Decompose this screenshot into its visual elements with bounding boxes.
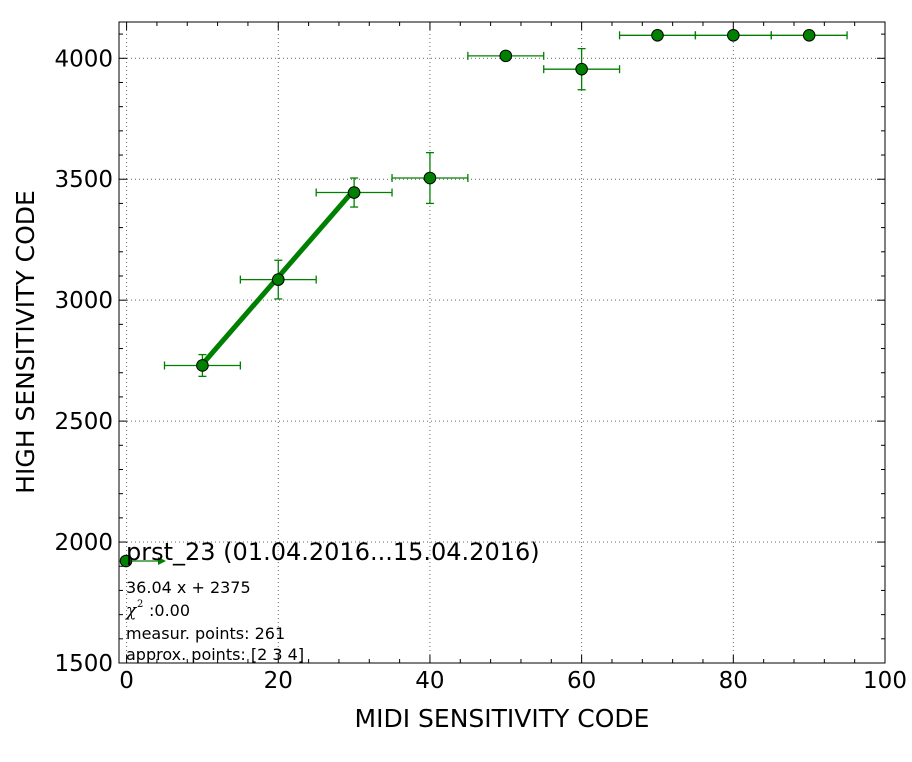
legend-arrow-head bbox=[158, 557, 166, 565]
data-point bbox=[423, 171, 437, 185]
legend-marker bbox=[119, 554, 133, 568]
y-tick-label: 1500 bbox=[54, 651, 113, 677]
data-point bbox=[196, 359, 209, 372]
point-layer bbox=[196, 29, 816, 372]
y-tick-label: 3000 bbox=[54, 288, 113, 314]
data-point bbox=[575, 62, 588, 76]
legend-chi-symbol: χ bbox=[125, 601, 138, 621]
plot-frame bbox=[118, 21, 886, 664]
legend: prst_23 (01.04.2016...15.04.2016) 36.04 … bbox=[119, 538, 540, 664]
legend-approx-points: approx. points: [2 3 4] bbox=[126, 645, 304, 664]
data-point bbox=[727, 29, 740, 42]
legend-fit-equation: 36.04 x + 2375 bbox=[126, 578, 251, 597]
x-tick-label: 40 bbox=[415, 668, 444, 694]
y-axis-label: HIGH SENSITIVITY CODE bbox=[11, 190, 40, 494]
x-tick-labels: 0 20 40 60 80 100 bbox=[119, 668, 907, 694]
y-tick-label: 2000 bbox=[54, 530, 113, 556]
data-point bbox=[347, 186, 361, 199]
x-tick-label: 0 bbox=[119, 668, 134, 694]
y-tick-label: 3500 bbox=[54, 167, 113, 193]
x-tick-label: 20 bbox=[264, 668, 293, 694]
legend-measure-count: measur. points: 261 bbox=[126, 624, 285, 643]
data-point bbox=[499, 49, 513, 63]
data-point bbox=[271, 273, 285, 286]
data-point bbox=[802, 29, 816, 42]
legend-chi-value: :0.00 bbox=[149, 601, 190, 620]
legend-chi-superscript: 2 bbox=[137, 599, 143, 610]
y-tick-label: 4000 bbox=[54, 46, 113, 72]
x-tick-label: 100 bbox=[863, 668, 907, 694]
data-point bbox=[651, 29, 664, 42]
tick-layer bbox=[119, 22, 886, 664]
legend-title: prst_23 (01.04.2016...15.04.2016) bbox=[126, 538, 540, 566]
x-axis-label: MIDI SENSITIVITY CODE bbox=[355, 704, 650, 733]
y-tick-labels: 1500 2000 2500 3000 3500 4000 bbox=[54, 46, 113, 677]
x-tick-label: 80 bbox=[719, 668, 748, 694]
x-tick-label: 60 bbox=[567, 668, 596, 694]
y-tick-label: 2500 bbox=[54, 409, 113, 435]
